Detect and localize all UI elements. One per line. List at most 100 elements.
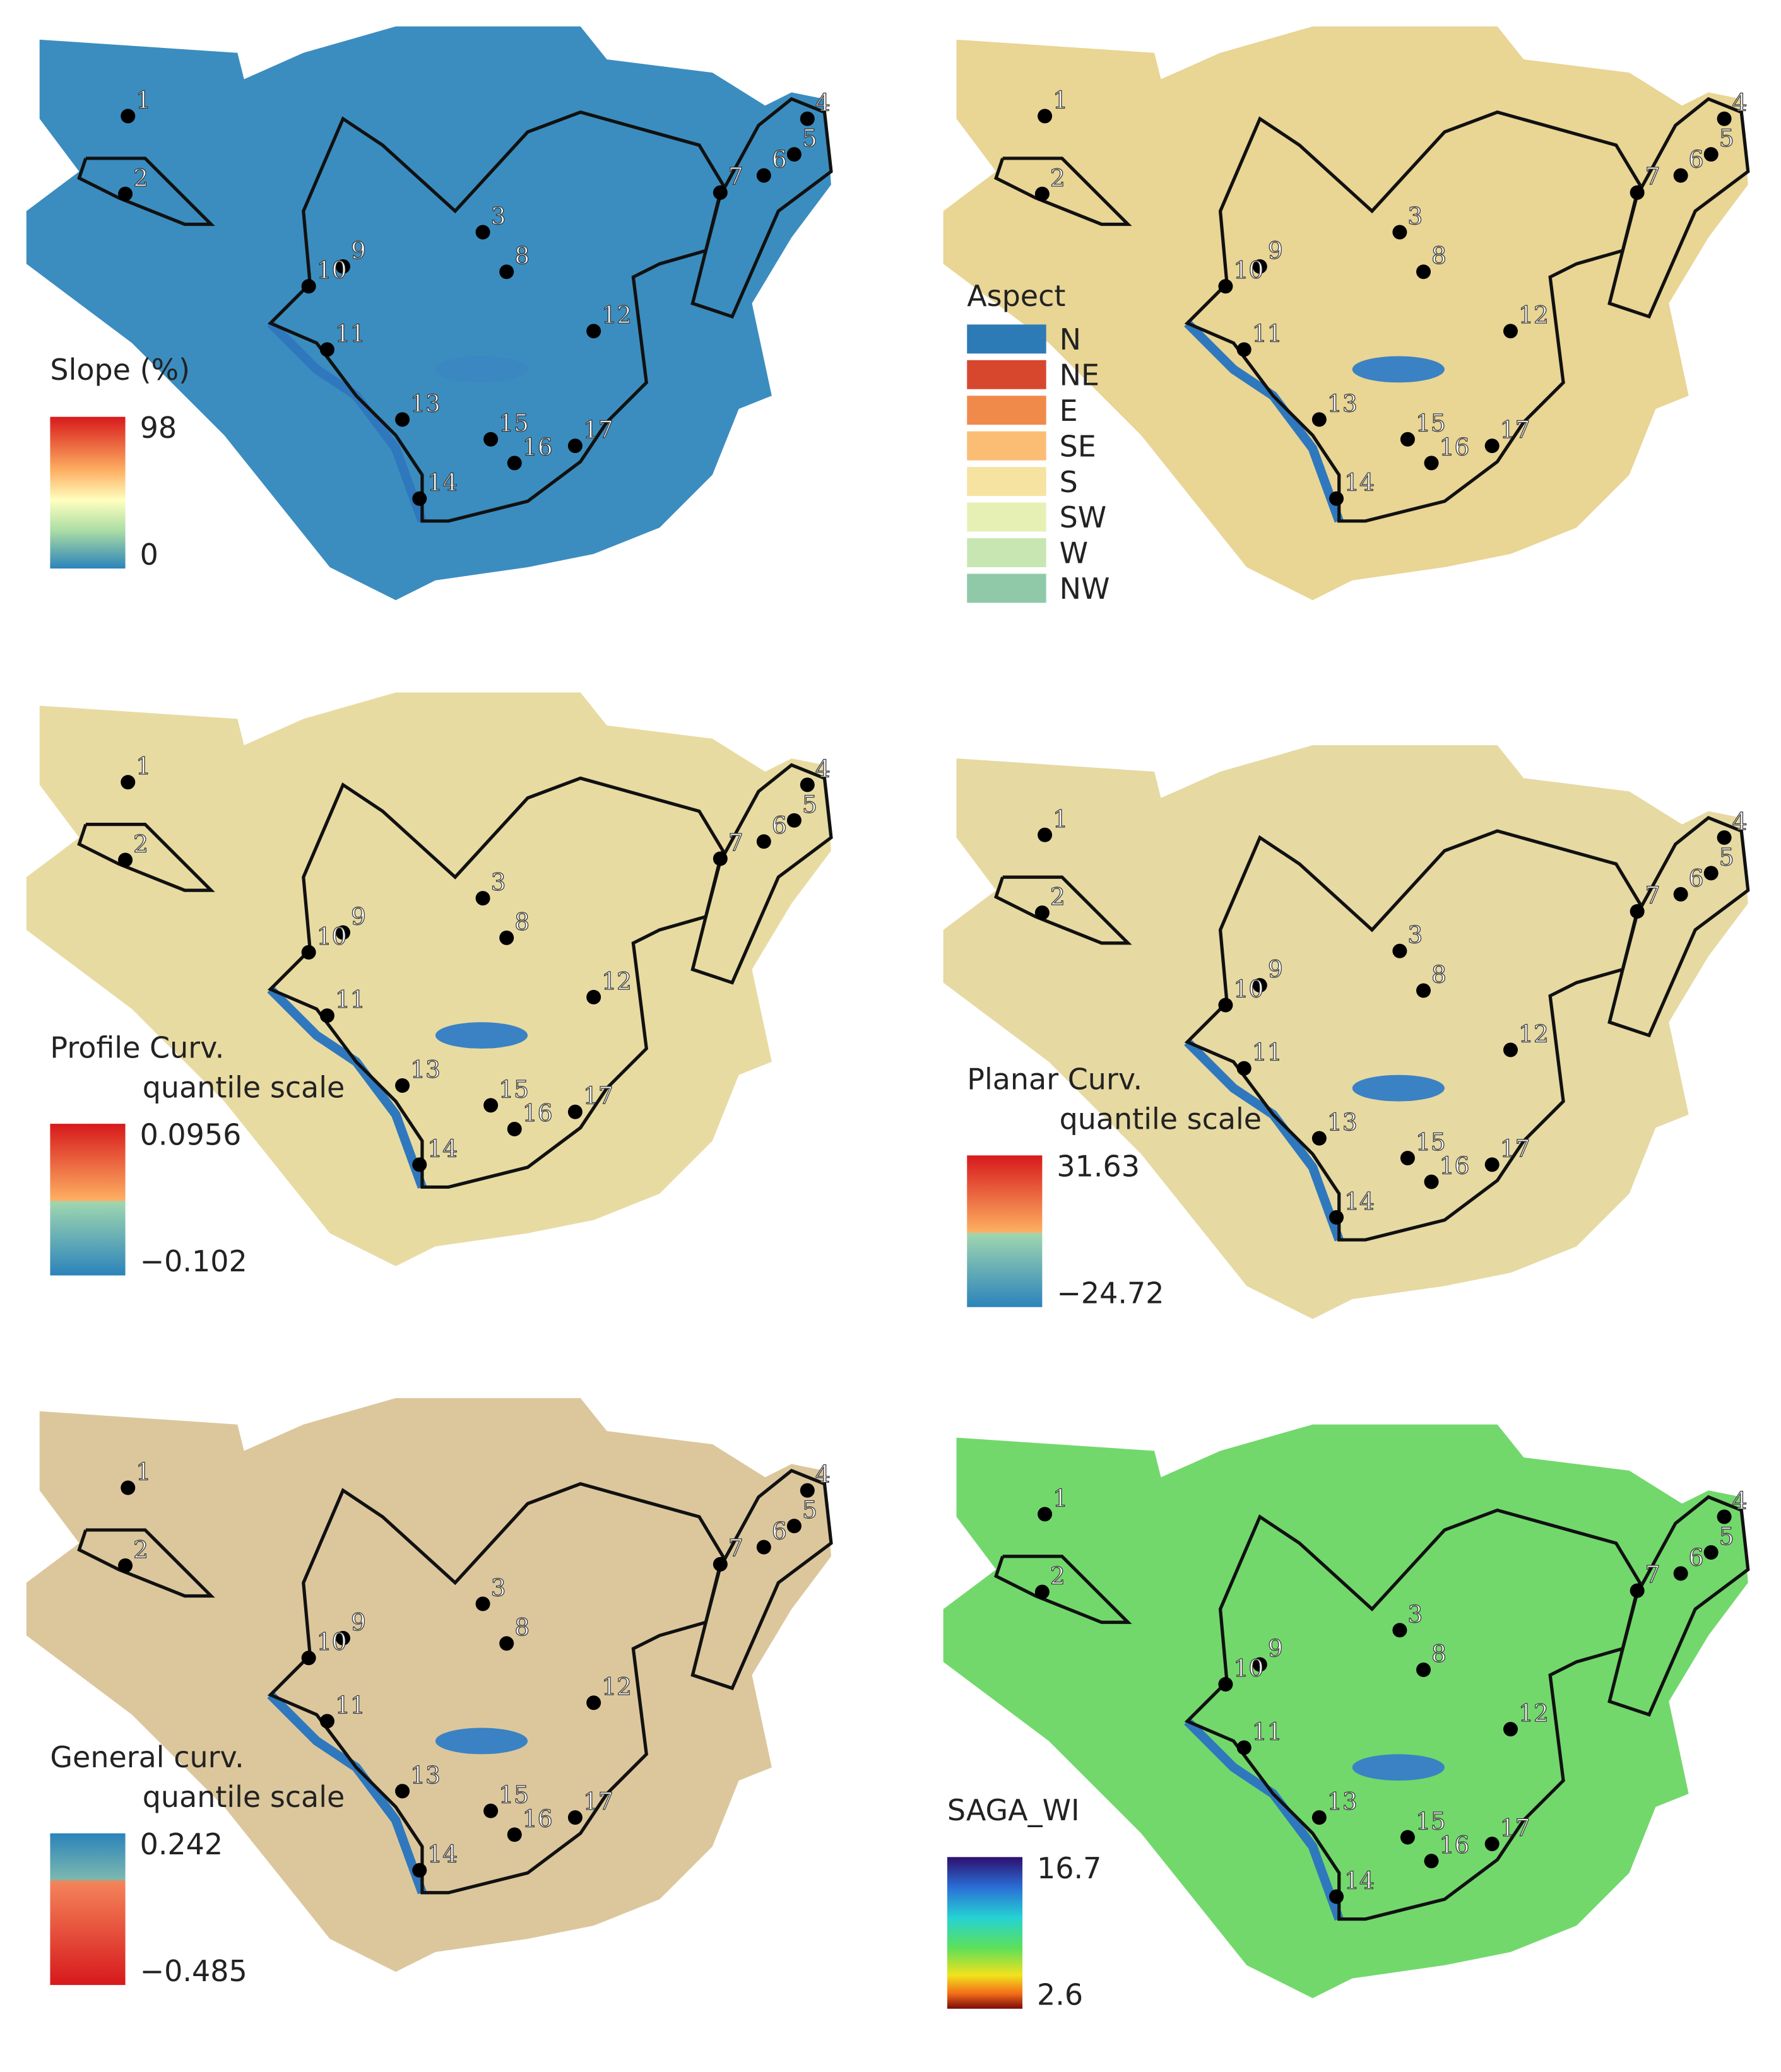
legend-colorbar bbox=[967, 1155, 1043, 1307]
point-label: 16 bbox=[523, 1099, 553, 1127]
point-label: 9 bbox=[1268, 1635, 1283, 1663]
point-label: 7 bbox=[1645, 881, 1660, 909]
point-label: 9 bbox=[351, 1608, 366, 1636]
boundary bbox=[267, 1482, 725, 1895]
sample-point bbox=[1673, 1566, 1688, 1581]
sample-point bbox=[118, 1558, 133, 1573]
point-label: 7 bbox=[1645, 1561, 1660, 1589]
point-label: 2 bbox=[133, 830, 148, 857]
legend-label: N bbox=[1060, 322, 1081, 356]
point-label: 5 bbox=[1719, 843, 1734, 871]
lake bbox=[1352, 356, 1445, 383]
boundary bbox=[267, 110, 725, 523]
sample-point bbox=[121, 1480, 136, 1495]
legend-swatch bbox=[967, 467, 1046, 497]
sample-point bbox=[1392, 225, 1407, 240]
legend-label: 16.7 bbox=[1037, 1851, 1101, 1885]
legend-label: S bbox=[1060, 465, 1078, 499]
point-label: 13 bbox=[1327, 389, 1358, 417]
legend-title: Slope (%) bbox=[50, 353, 190, 387]
sample-point bbox=[786, 1519, 802, 1534]
sample-point bbox=[1311, 412, 1327, 427]
point-label: 11 bbox=[335, 1691, 365, 1719]
sample-point bbox=[1484, 1836, 1500, 1851]
sample-point bbox=[586, 324, 601, 339]
legend-title: SAGA_WI bbox=[947, 1793, 1080, 1827]
point-label: 14 bbox=[427, 1134, 458, 1162]
point-label: 13 bbox=[1327, 1787, 1358, 1815]
point-label: 9 bbox=[351, 902, 366, 930]
legend-label: −0.102 bbox=[140, 1244, 247, 1278]
legend-subtitle: quantile scale bbox=[143, 1780, 345, 1814]
sample-point bbox=[412, 1863, 427, 1878]
point-label: 2 bbox=[1050, 883, 1065, 910]
point-label: 14 bbox=[427, 469, 458, 497]
sample-point bbox=[395, 1078, 410, 1093]
point-label: 8 bbox=[514, 242, 530, 269]
boundary bbox=[1184, 110, 1642, 523]
point-label: 10 bbox=[317, 922, 347, 950]
sample-point bbox=[713, 851, 728, 866]
sample-point bbox=[1236, 1740, 1251, 1755]
sample-point bbox=[713, 1557, 728, 1572]
point-label: 3 bbox=[491, 202, 506, 230]
sample-point bbox=[786, 813, 802, 828]
point-label: 11 bbox=[1252, 1717, 1282, 1745]
point-label: 3 bbox=[1407, 1600, 1423, 1628]
legend-subtitle: quantile scale bbox=[1060, 1102, 1262, 1136]
point-label: 6 bbox=[772, 811, 787, 839]
sample-point bbox=[1424, 1174, 1439, 1189]
boundary bbox=[994, 156, 1132, 227]
point-label: 8 bbox=[1431, 960, 1447, 988]
point-label: 1 bbox=[1053, 1484, 1068, 1512]
point-label: 11 bbox=[335, 320, 365, 348]
sample-point bbox=[319, 1714, 334, 1729]
legend-swatch bbox=[967, 324, 1046, 354]
sample-point bbox=[301, 945, 316, 960]
point-label: 4 bbox=[815, 1461, 831, 1488]
sample-point bbox=[1392, 943, 1407, 958]
sample-point bbox=[335, 259, 350, 274]
sample-point bbox=[475, 1596, 490, 1611]
legend-swatch bbox=[967, 360, 1046, 389]
sample-point bbox=[586, 1695, 601, 1710]
legend-swatch bbox=[967, 574, 1046, 603]
point-label: 11 bbox=[1252, 320, 1282, 348]
sample-point bbox=[1311, 1131, 1327, 1146]
study-area bbox=[26, 26, 831, 601]
point-label: 5 bbox=[1719, 1522, 1734, 1550]
point-label: 8 bbox=[514, 1613, 530, 1641]
sample-point bbox=[1311, 1810, 1327, 1825]
point-label: 3 bbox=[491, 868, 506, 896]
sample-point bbox=[756, 834, 771, 849]
point-label: 11 bbox=[335, 986, 365, 1013]
sample-point bbox=[483, 432, 499, 447]
sample-point bbox=[118, 852, 133, 868]
point-label: 1 bbox=[1053, 86, 1068, 114]
point-label: 9 bbox=[351, 237, 366, 264]
sample-point bbox=[483, 1803, 499, 1818]
boundary bbox=[1184, 1508, 1642, 1921]
point-label: 10 bbox=[317, 256, 347, 284]
point-label: 5 bbox=[802, 791, 817, 818]
sample-point bbox=[1416, 264, 1431, 280]
sample-point bbox=[1416, 983, 1431, 998]
point-label: 5 bbox=[1719, 124, 1734, 152]
point-label: 2 bbox=[133, 1536, 148, 1563]
boundary bbox=[1607, 97, 1750, 319]
sample-point bbox=[118, 186, 133, 201]
legend-colorbar bbox=[50, 416, 126, 569]
point-label: 16 bbox=[1440, 433, 1470, 461]
sample-point bbox=[1630, 1583, 1645, 1598]
study-area bbox=[943, 745, 1748, 1319]
boundary bbox=[267, 776, 725, 1189]
sample-point bbox=[756, 1539, 771, 1555]
point-label: 10 bbox=[1233, 256, 1263, 284]
sample-point bbox=[507, 1121, 522, 1136]
point-label: 13 bbox=[410, 1761, 441, 1789]
sample-point bbox=[499, 930, 514, 945]
